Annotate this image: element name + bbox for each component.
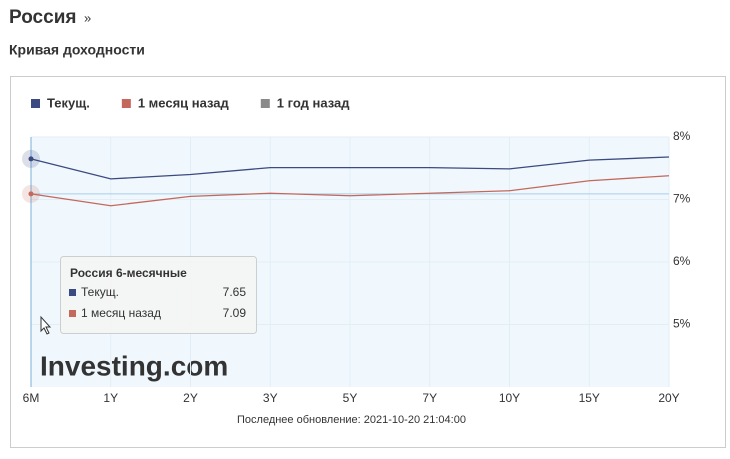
tooltip-value: 7.09 (223, 306, 247, 320)
tooltip-box (60, 256, 257, 334)
tooltip-name: Текущ. (81, 285, 119, 299)
hover-point (28, 191, 34, 197)
tooltip-swatch (69, 289, 76, 296)
y-tick-label: 8% (673, 129, 691, 143)
tooltip-name: 1 месяц назад (81, 306, 161, 320)
y-tick-label: 7% (673, 192, 691, 206)
x-tick-label: 3Y (263, 391, 278, 405)
legend-label[interactable]: 1 месяц назад (138, 95, 230, 110)
cursor (40, 315, 52, 335)
x-tick-label: 6M (23, 391, 40, 405)
watermark: Investing.com (40, 350, 228, 381)
tooltip-swatch (69, 310, 76, 317)
legend-swatch (260, 99, 270, 108)
x-tick-label: 15Y (579, 391, 600, 405)
hover-point (28, 156, 34, 162)
tooltip-value: 7.65 (223, 285, 247, 299)
y-tick-label: 6% (673, 254, 691, 268)
x-tick-label: 7Y (422, 391, 437, 405)
legend-label[interactable]: Текущ. (47, 95, 90, 110)
x-tick-label: 2Y (183, 391, 198, 405)
footer: Последнее обновление: 2021-10-20 21:04:0… (237, 414, 466, 426)
legend-label[interactable]: 1 год назад (277, 95, 350, 110)
x-tick-label: 20Y (658, 391, 679, 405)
x-tick-label: 10Y (499, 391, 520, 405)
page-title: Россия (9, 7, 76, 28)
tooltip-title: Россия 6-месячные (70, 266, 187, 280)
series-line (30, 175, 670, 207)
y-tick-label: 5% (673, 317, 691, 331)
title-arrow[interactable]: » (84, 10, 91, 25)
x-tick-label: 5Y (343, 391, 358, 405)
legend-swatch (121, 99, 131, 108)
series-line (30, 156, 670, 180)
legend-swatch (31, 99, 40, 108)
x-tick-label: 1Y (103, 391, 118, 405)
subtitle: Кривая доходности (9, 42, 145, 58)
